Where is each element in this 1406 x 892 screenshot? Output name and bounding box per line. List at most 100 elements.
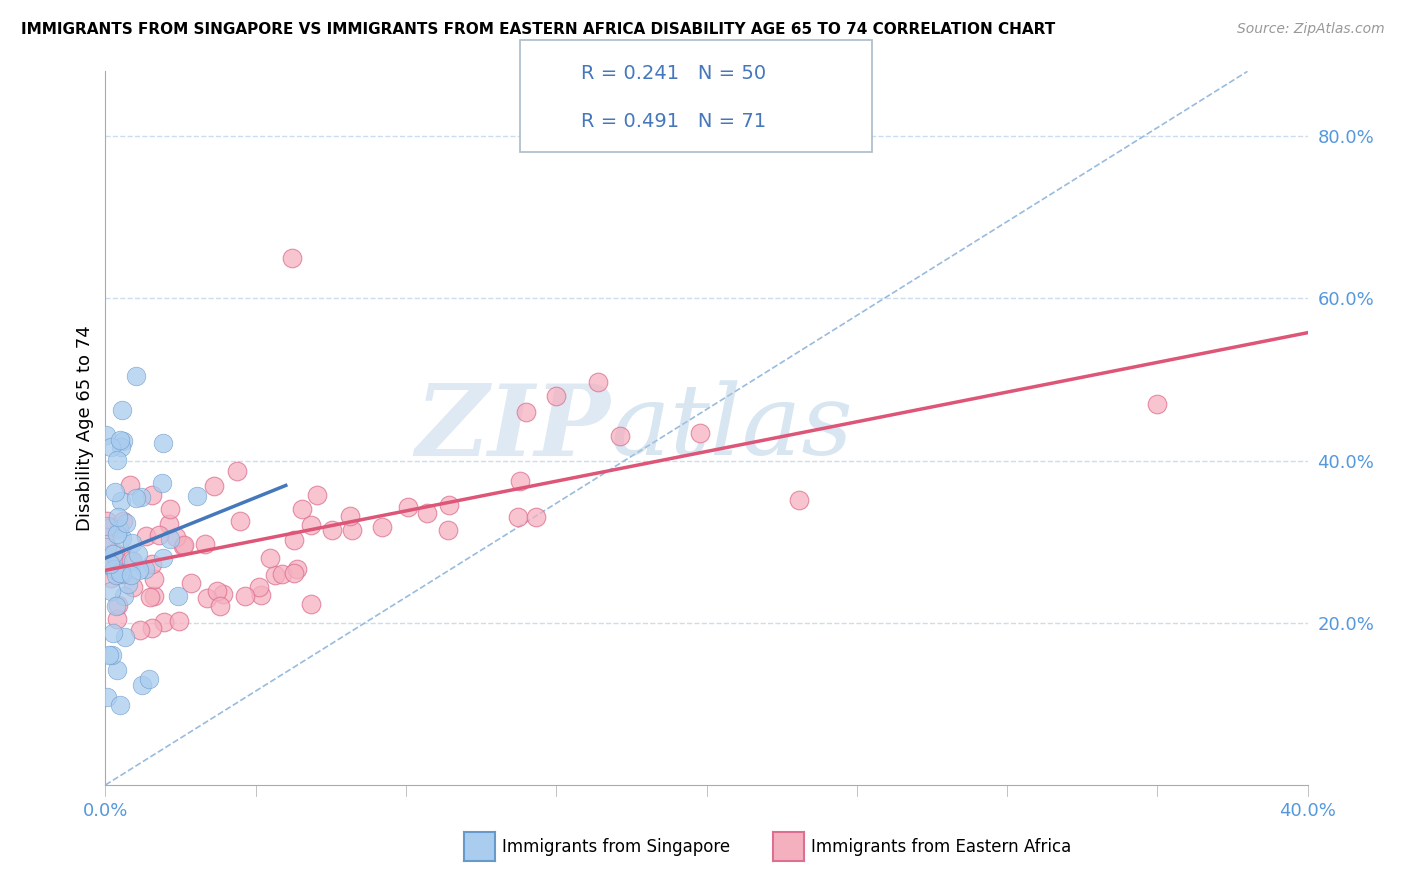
Point: [157, 517, 180, 532]
Point: [166, 589, 188, 603]
Point: [107, 509, 129, 524]
Text: Immigrants from Eastern Africa: Immigrants from Eastern Africa: [811, 838, 1071, 855]
Point: [111, 402, 134, 417]
Point: [194, 537, 217, 551]
Point: [117, 576, 139, 591]
Text: Source: ZipAtlas.com: Source: ZipAtlas.com: [1237, 22, 1385, 37]
Point: [125, 369, 148, 384]
Point: [120, 568, 142, 582]
Point: [121, 554, 143, 568]
Point: [104, 599, 127, 613]
Point: [96, 557, 118, 571]
Point: [396, 500, 419, 515]
Text: atlas: atlas: [610, 381, 853, 475]
Point: [586, 375, 609, 389]
Point: [115, 516, 138, 530]
Point: [371, 519, 394, 533]
Point: [131, 678, 153, 692]
Point: [114, 630, 136, 644]
Point: [108, 566, 131, 581]
Point: [110, 494, 132, 508]
Text: R = 0.491   N = 71: R = 0.491 N = 71: [581, 112, 766, 131]
Point: [195, 591, 218, 605]
Text: IMMIGRANTS FROM SINGAPORE VS IMMIGRANTS FROM EASTERN AFRICA DISABILITY AGE 65 TO: IMMIGRANTS FROM SINGAPORE VS IMMIGRANTS …: [21, 22, 1056, 37]
Point: [233, 589, 256, 603]
Point: [689, 425, 711, 440]
Point: [225, 464, 247, 478]
Point: [127, 547, 149, 561]
Point: [281, 251, 304, 265]
Point: [107, 598, 129, 612]
Text: 40.0%: 40.0%: [1279, 802, 1336, 820]
Point: [173, 538, 195, 552]
Point: [141, 487, 163, 501]
Point: [524, 510, 547, 524]
Text: 0.0%: 0.0%: [83, 802, 128, 820]
Point: [111, 531, 134, 545]
Point: [208, 599, 231, 614]
Point: [436, 524, 458, 538]
Point: [96, 514, 118, 528]
Point: [100, 648, 122, 662]
Point: [186, 489, 208, 503]
Point: [285, 562, 308, 576]
Point: [249, 588, 271, 602]
Point: [138, 673, 160, 687]
Point: [159, 502, 181, 516]
Point: [202, 479, 225, 493]
Point: [100, 584, 122, 599]
Point: [94, 427, 117, 442]
Point: [205, 583, 228, 598]
Point: [96, 519, 118, 533]
Point: [1146, 397, 1168, 411]
Point: [112, 590, 135, 604]
Text: ZIP: ZIP: [415, 380, 610, 476]
Point: [437, 498, 460, 512]
Point: [152, 436, 174, 450]
Point: [112, 434, 135, 448]
Point: [339, 509, 361, 524]
Point: [100, 571, 122, 585]
Point: [283, 566, 305, 580]
Point: [283, 533, 305, 547]
Point: [515, 405, 537, 419]
Point: [103, 562, 125, 576]
Point: [180, 576, 202, 591]
Point: [152, 476, 174, 491]
Y-axis label: Disability Age 65 to 74: Disability Age 65 to 74: [76, 326, 94, 531]
Point: [108, 522, 131, 536]
Point: [142, 572, 165, 586]
Point: [299, 598, 322, 612]
Point: [96, 690, 118, 704]
Point: [152, 551, 174, 566]
Point: [143, 589, 166, 603]
Point: [101, 547, 124, 561]
Point: [110, 434, 132, 448]
Point: [129, 490, 152, 504]
Point: [134, 562, 156, 576]
Text: Immigrants from Singapore: Immigrants from Singapore: [502, 838, 730, 855]
Point: [264, 567, 287, 582]
Point: [103, 626, 125, 640]
Point: [105, 453, 128, 467]
Point: [118, 478, 141, 492]
Point: [105, 612, 128, 626]
Point: [107, 565, 129, 579]
Point: [135, 529, 157, 543]
Point: [172, 539, 194, 553]
Point: [307, 488, 329, 502]
Point: [167, 615, 190, 629]
Point: [165, 530, 187, 544]
Point: [546, 389, 568, 403]
Point: [110, 440, 132, 454]
Point: [105, 527, 128, 541]
Point: [609, 429, 631, 443]
Point: [104, 546, 127, 560]
Point: [121, 580, 143, 594]
Point: [787, 493, 810, 508]
Point: [212, 587, 235, 601]
Point: [121, 536, 143, 550]
Point: [141, 622, 163, 636]
Point: [111, 514, 134, 528]
Point: [94, 530, 117, 544]
